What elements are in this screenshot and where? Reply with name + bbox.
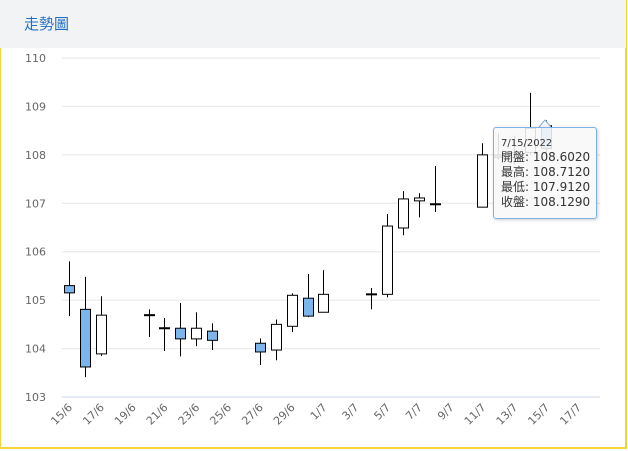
chart-title: 走勢圖 bbox=[24, 15, 70, 33]
y-tick-label: 108 bbox=[25, 149, 46, 162]
x-tick-label: 27/6 bbox=[239, 401, 266, 428]
x-tick-label: 19/6 bbox=[112, 401, 139, 428]
y-tick-label: 106 bbox=[25, 246, 46, 259]
y-tick-label: 105 bbox=[25, 294, 46, 307]
x-tick-label: 17/6 bbox=[80, 401, 107, 428]
candle-body bbox=[318, 293, 329, 313]
x-tick-label: 15/7 bbox=[525, 401, 552, 428]
x-tick-label: 13/7 bbox=[494, 401, 521, 428]
x-tick-label: 23/6 bbox=[176, 401, 203, 428]
candle-body bbox=[175, 327, 186, 340]
candle-body bbox=[80, 308, 91, 368]
y-tick-label: 107 bbox=[25, 197, 46, 210]
x-tick-label: 15/6 bbox=[48, 401, 75, 428]
x-tick-label: 9/7 bbox=[435, 401, 457, 423]
x-tick-label: 21/6 bbox=[144, 401, 171, 428]
x-tick-label: 5/7 bbox=[371, 401, 393, 423]
tooltip-pointer bbox=[538, 119, 552, 128]
candle-body bbox=[430, 203, 441, 206]
candle-body bbox=[144, 314, 155, 317]
candle-body bbox=[287, 294, 298, 327]
candle-body bbox=[477, 154, 488, 208]
tooltip-close: 收盤: 108.1290 bbox=[501, 195, 591, 209]
x-tick-label: 29/6 bbox=[271, 401, 298, 428]
candle-body bbox=[255, 342, 266, 353]
x-tick-label: 11/7 bbox=[462, 401, 489, 428]
y-tick-label: 103 bbox=[25, 391, 46, 404]
candle-body bbox=[398, 198, 409, 229]
candle-body bbox=[207, 330, 218, 341]
x-tick-label: 17/7 bbox=[557, 401, 584, 428]
candle-body bbox=[271, 323, 282, 351]
chart-header: 走勢圖 bbox=[0, 0, 626, 48]
y-tick-label: 109 bbox=[25, 100, 46, 113]
candle-body bbox=[191, 327, 202, 340]
tooltip: 7/15/2022 開盤: 108.6020 最高: 108.7120 最低: … bbox=[493, 127, 597, 219]
tooltip-date: 7/15/2022 bbox=[501, 138, 553, 149]
candle-body bbox=[96, 314, 107, 355]
candle-body bbox=[382, 225, 393, 295]
candle-body bbox=[159, 327, 170, 330]
x-tick-label: 3/7 bbox=[340, 401, 362, 423]
candle-body bbox=[303, 297, 314, 317]
x-tick-label: 25/6 bbox=[207, 401, 234, 428]
y-tick-label: 110 bbox=[25, 52, 46, 65]
y-tick-label: 104 bbox=[25, 343, 46, 356]
candle-body bbox=[64, 285, 75, 294]
tooltip-low: 最低: 107.9120 bbox=[501, 180, 591, 194]
tooltip-high: 最高: 108.7120 bbox=[501, 165, 591, 179]
x-tick-label: 7/7 bbox=[403, 401, 425, 423]
candle-body bbox=[366, 293, 377, 296]
tooltip-open: 開盤: 108.6020 bbox=[501, 150, 591, 164]
x-tick-label: 1/7 bbox=[308, 401, 330, 423]
candle-body bbox=[414, 197, 425, 202]
